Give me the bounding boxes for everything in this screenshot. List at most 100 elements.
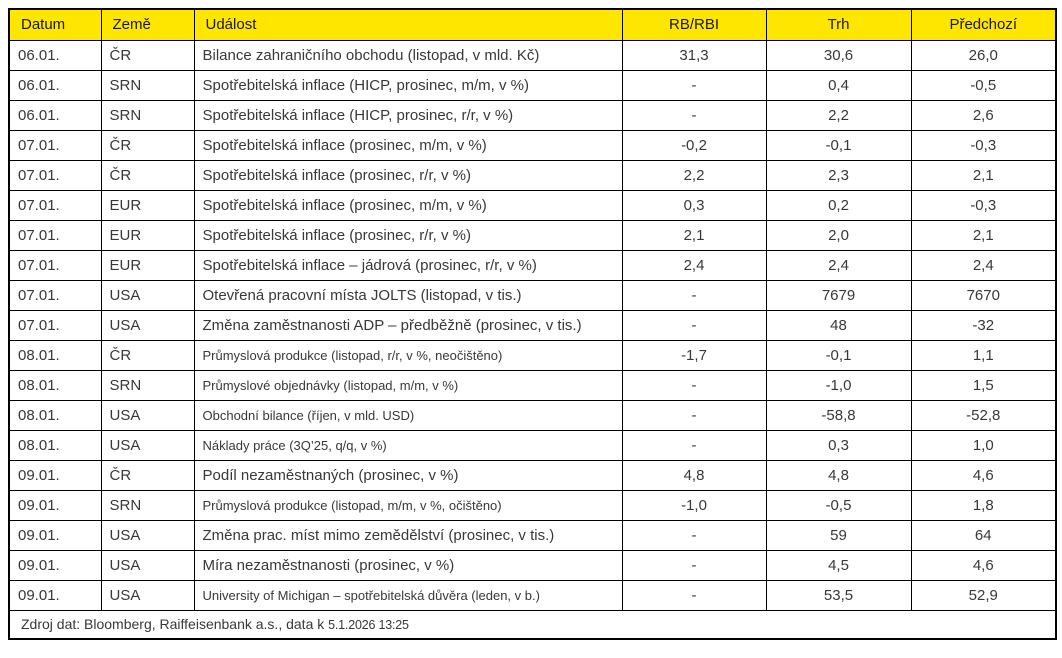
cell-udalost: Průmyslová produkce (listopad, m/m, v %,…: [193, 489, 623, 521]
cell-udalost: Změna prac. míst mimo zemědělství (prosi…: [193, 519, 623, 551]
table-row: 08.01. USA Náklady práce (3Q’25, q/q, v …: [8, 429, 1057, 461]
table-header: Datum Země Událost RB/RBI Trh Předchozí: [8, 8, 1057, 41]
cell-zeme: USA: [100, 309, 195, 341]
data-timestamp: 5.1.2026 13:25: [328, 618, 409, 633]
cell-udalost: Bilance zahraničního obchodu (listopad, …: [193, 39, 623, 71]
cell-rb-rbi: 2,1: [621, 219, 767, 251]
table-row: 06.01. ČR Bilance zahraničního obchodu (…: [8, 39, 1057, 71]
cell-zeme: USA: [100, 429, 195, 461]
table-row: 09.01. USA Míra nezaměstnanosti (prosine…: [8, 549, 1057, 581]
cell-datum: 07.01.: [8, 159, 102, 191]
cell-datum: 09.01.: [8, 549, 102, 581]
header-rb-rbi: RB/RBI: [621, 8, 767, 41]
cell-trh: 2,3: [765, 159, 912, 191]
cell-rb-rbi: -: [621, 369, 767, 401]
cell-trh: -1,0: [765, 369, 912, 401]
header-row: Datum Země Událost RB/RBI Trh Předchozí: [8, 8, 1057, 41]
cell-rb-rbi: -: [621, 429, 767, 461]
table-row: 07.01. ČR Spotřebitelská inflace (prosin…: [8, 159, 1057, 191]
table-row: 07.01. USA Otevřená pracovní místa JOLTS…: [8, 279, 1057, 311]
cell-datum: 09.01.: [8, 459, 102, 491]
cell-rb-rbi: -0,2: [621, 129, 767, 161]
table-row: 07.01. EUR Spotřebitelská inflace (prosi…: [8, 189, 1057, 221]
cell-predchozi: -52,8: [910, 399, 1057, 431]
cell-predchozi: 2,4: [910, 249, 1057, 281]
cell-rb-rbi: -: [621, 549, 767, 581]
cell-zeme: EUR: [100, 249, 195, 281]
cell-trh: 2,2: [765, 99, 912, 131]
cell-udalost: Obchodní bilance (říjen, v mld. USD): [193, 399, 623, 431]
source-note: Zdroj dat: Bloomberg, Raiffeisenbank a.s…: [8, 609, 1057, 640]
table-body: 06.01. ČR Bilance zahraničního obchodu (…: [8, 39, 1057, 611]
cell-datum: 09.01.: [8, 579, 102, 611]
cell-predchozi: 2,1: [910, 159, 1057, 191]
cell-rb-rbi: -: [621, 309, 767, 341]
cell-zeme: ČR: [100, 339, 195, 371]
footer-row: Zdroj dat: Bloomberg, Raiffeisenbank a.s…: [8, 609, 1057, 640]
cell-datum: 06.01.: [8, 99, 102, 131]
cell-zeme: USA: [100, 549, 195, 581]
table-row: 09.01. USA Změna prac. míst mimo zeměděl…: [8, 519, 1057, 551]
table-row: 08.01. USA Obchodní bilance (říjen, v ml…: [8, 399, 1057, 431]
cell-trh: -58,8: [765, 399, 912, 431]
cell-zeme: EUR: [100, 189, 195, 221]
table-row: 06.01. SRN Spotřebitelská inflace (HICP,…: [8, 69, 1057, 101]
cell-udalost: Spotřebitelská inflace (HICP, prosinec, …: [193, 99, 623, 131]
cell-datum: 09.01.: [8, 489, 102, 521]
cell-udalost: Spotřebitelská inflace (prosinec, m/m, v…: [193, 189, 623, 221]
table-row: 07.01. EUR Spotřebitelská inflace – jádr…: [8, 249, 1057, 281]
cell-predchozi: -0,3: [910, 189, 1057, 221]
cell-predchozi: 1,0: [910, 429, 1057, 461]
cell-predchozi: 7670: [910, 279, 1057, 311]
source-text: Zdroj dat: Bloomberg, Raiffeisenbank a.s…: [21, 616, 325, 633]
cell-udalost: Spotřebitelská inflace – jádrová (prosin…: [193, 249, 623, 281]
cell-predchozi: 2,1: [910, 219, 1057, 251]
cell-datum: 09.01.: [8, 519, 102, 551]
cell-udalost: Spotřebitelská inflace (HICP, prosinec, …: [193, 69, 623, 101]
cell-udalost: Spotřebitelská inflace (prosinec, r/r, v…: [193, 219, 623, 251]
cell-rb-rbi: -: [621, 279, 767, 311]
cell-rb-rbi: 0,3: [621, 189, 767, 221]
cell-zeme: EUR: [100, 219, 195, 251]
table-row: 07.01. USA Změna zaměstnanosti ADP – pře…: [8, 309, 1057, 341]
cell-rb-rbi: -: [621, 399, 767, 431]
cell-datum: 07.01.: [8, 309, 102, 341]
header-datum: Datum: [8, 8, 102, 41]
cell-rb-rbi: -: [621, 69, 767, 101]
cell-datum: 07.01.: [8, 249, 102, 281]
cell-zeme: USA: [100, 579, 195, 611]
cell-datum: 07.01.: [8, 189, 102, 221]
cell-predchozi: -32: [910, 309, 1057, 341]
cell-rb-rbi: -1,7: [621, 339, 767, 371]
cell-zeme: SRN: [100, 489, 195, 521]
cell-datum: 07.01.: [8, 219, 102, 251]
cell-predchozi: 64: [910, 519, 1057, 551]
cell-rb-rbi: -1,0: [621, 489, 767, 521]
header-predchozi: Předchozí: [910, 8, 1057, 41]
cell-zeme: SRN: [100, 99, 195, 131]
table-row: 09.01. SRN Průmyslová produkce (listopad…: [8, 489, 1057, 521]
cell-udalost: Podíl nezaměstnaných (prosinec, v %): [193, 459, 623, 491]
cell-trh: 0,2: [765, 189, 912, 221]
cell-udalost: Průmyslové objednávky (listopad, m/m, v …: [193, 369, 623, 401]
economic-calendar-table: Datum Země Událost RB/RBI Trh Předchozí …: [8, 8, 1057, 640]
cell-rb-rbi: 2,2: [621, 159, 767, 191]
cell-predchozi: 4,6: [910, 459, 1057, 491]
cell-datum: 08.01.: [8, 369, 102, 401]
cell-predchozi: 2,6: [910, 99, 1057, 131]
cell-datum: 07.01.: [8, 279, 102, 311]
cell-predchozi: 1,5: [910, 369, 1057, 401]
cell-zeme: USA: [100, 519, 195, 551]
cell-datum: 08.01.: [8, 339, 102, 371]
cell-trh: -0,1: [765, 339, 912, 371]
cell-datum: 08.01.: [8, 399, 102, 431]
cell-zeme: USA: [100, 279, 195, 311]
cell-predchozi: 26,0: [910, 39, 1057, 71]
cell-datum: 06.01.: [8, 69, 102, 101]
table-row: 09.01. ČR Podíl nezaměstnaných (prosinec…: [8, 459, 1057, 491]
cell-rb-rbi: 4,8: [621, 459, 767, 491]
cell-udalost: Míra nezaměstnanosti (prosinec, v %): [193, 549, 623, 581]
cell-trh: 48: [765, 309, 912, 341]
cell-predchozi: 4,6: [910, 549, 1057, 581]
